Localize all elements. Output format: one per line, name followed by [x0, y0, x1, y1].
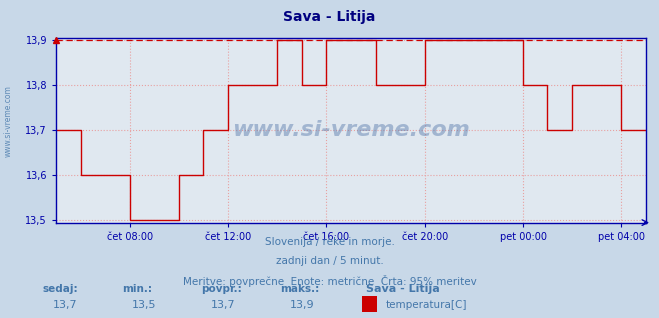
- Text: sedaj:: sedaj:: [43, 284, 78, 294]
- Text: 13,7: 13,7: [211, 300, 235, 310]
- Text: 13,5: 13,5: [132, 300, 156, 310]
- Text: povpr.:: povpr.:: [201, 284, 242, 294]
- Text: Sava - Litija: Sava - Litija: [283, 10, 376, 24]
- Text: Sava - Litija: Sava - Litija: [366, 284, 440, 294]
- Text: 13,9: 13,9: [290, 300, 314, 310]
- Text: zadnji dan / 5 minut.: zadnji dan / 5 minut.: [275, 256, 384, 266]
- Text: www.si-vreme.com: www.si-vreme.com: [232, 121, 470, 140]
- Text: Slovenija / reke in morje.: Slovenija / reke in morje.: [264, 237, 395, 247]
- Text: maks.:: maks.:: [280, 284, 320, 294]
- Text: min.:: min.:: [122, 284, 152, 294]
- Text: www.si-vreme.com: www.si-vreme.com: [3, 85, 13, 157]
- Text: Meritve: povprečne  Enote: metrične  Črta: 95% meritev: Meritve: povprečne Enote: metrične Črta:…: [183, 275, 476, 287]
- Text: temperatura[C]: temperatura[C]: [386, 300, 467, 310]
- Text: 13,7: 13,7: [53, 300, 77, 310]
